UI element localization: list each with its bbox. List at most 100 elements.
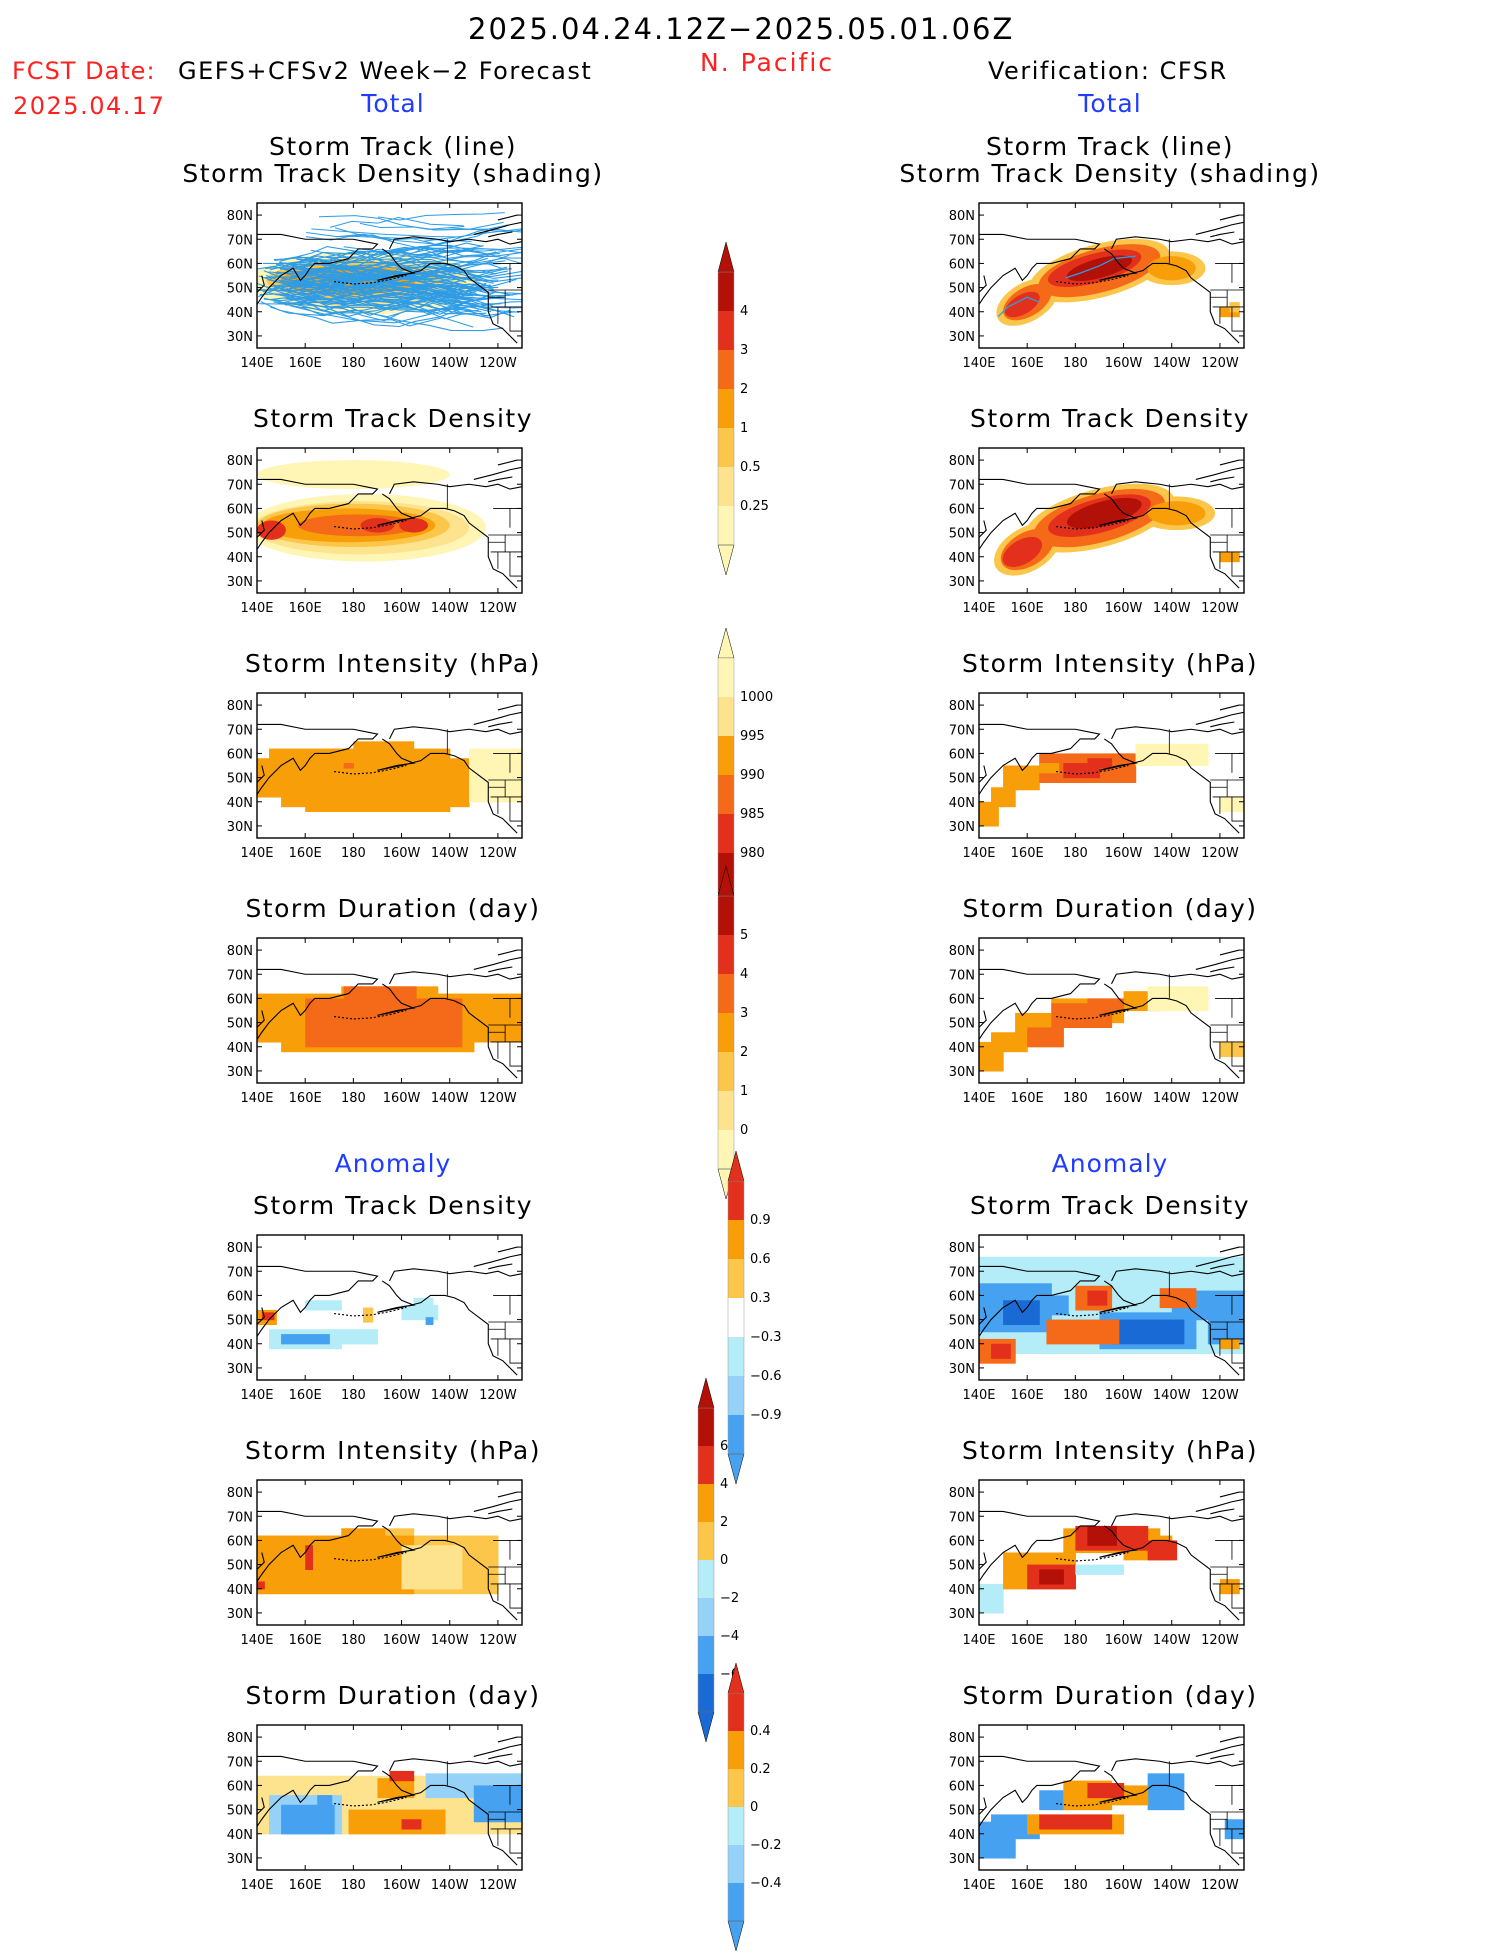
x-tick-label: 140E (962, 1878, 995, 1893)
y-tick-label: 50N (949, 1804, 975, 1819)
colorbar-label: 0 (720, 1553, 728, 1568)
colorbar-label: 1 (740, 1084, 748, 1099)
y-tick-label: 60N (227, 1779, 253, 1794)
y-tick-label: 40N (227, 1041, 253, 1056)
y-tick-label: 30N (949, 820, 975, 835)
y-tick-label: 40N (227, 1338, 253, 1353)
x-tick-label: 180 (1063, 1388, 1088, 1403)
map-vf-density: 80N 70N 60N 50N 40N 30N 140E 160E 180 160W 140W 120… (939, 442, 1254, 621)
colorbar-swatch (728, 1181, 744, 1220)
x-tick-label: 160E (289, 1388, 322, 1403)
panel-title-vf-track-line: Storm Track (line) (985, 132, 1235, 161)
panel-title-fc-track-shading: Storm Track Density (shading) (182, 159, 604, 188)
panel-title-vf-track-shading: Storm Track Density (shading) (899, 159, 1321, 188)
x-tick-label: 160W (1105, 1388, 1143, 1403)
map-vf-anom-intensity: 80N 70N 60N 50N 40N 30N 140E 160E 180 160W 140W 120… (939, 1474, 1254, 1653)
y-tick-label: 60N (949, 747, 975, 762)
x-tick-label: 120W (479, 356, 517, 371)
y-tick-label: 40N (227, 796, 253, 811)
colorbar-swatch (718, 736, 734, 775)
panel-title-fc-anom-density: Storm Track Density (252, 1191, 533, 1220)
track-line (258, 257, 488, 287)
x-tick-label: 140E (240, 356, 273, 371)
x-tick-label: 160E (1011, 1388, 1044, 1403)
colorbar-swatch (728, 1883, 744, 1921)
x-tick-label: 120W (1201, 846, 1239, 861)
colorbar-swatch (728, 1415, 744, 1454)
x-tick-label: 160E (289, 356, 322, 371)
colorbar-swatch (718, 311, 734, 350)
track-line (292, 263, 512, 285)
panel-title-vf-anom-duration: Storm Duration (day) (962, 1681, 1258, 1710)
colorbar-label: 990 (740, 768, 765, 783)
y-tick-label: 30N (949, 330, 975, 345)
colorbar-swatch (728, 1693, 744, 1731)
y-tick-label: 80N (227, 1486, 253, 1501)
y-tick-label: 30N (949, 1852, 975, 1867)
colorbar-swatch (698, 1408, 714, 1446)
x-tick-label: 160E (1011, 601, 1044, 616)
track-line (302, 267, 489, 285)
y-tick-label: 70N (949, 1755, 975, 1770)
x-tick-label: 160E (289, 846, 322, 861)
map-fc-anom-intensity: 80N 70N 60N 50N 40N 30N 140E 160E 180 160W 140W 120… (217, 1474, 532, 1653)
x-tick-label: 120W (479, 1878, 517, 1893)
x-tick-label: 140E (962, 356, 995, 371)
x-tick-label: 180 (1063, 846, 1088, 861)
y-tick-label: 50N (227, 527, 253, 542)
colorbar-swatch (718, 896, 734, 935)
x-tick-label: 140W (431, 356, 469, 371)
x-tick-label: 180 (1063, 356, 1088, 371)
colorbar-density-anomaly: 0.9 0.6 0.3 −0.3 −0.6 −0.9 (718, 1150, 798, 1488)
x-tick-label: 160W (1105, 1878, 1143, 1893)
colorbar-swatch (718, 1091, 734, 1130)
y-tick-label: 30N (227, 1852, 253, 1867)
y-tick-label: 40N (949, 1828, 975, 1843)
colorbar-label: 2 (740, 382, 748, 397)
panel-title-fc-anom-duration: Storm Duration (day) (245, 1681, 541, 1710)
track-line (265, 268, 453, 284)
colorbar-swatch (698, 1560, 714, 1598)
x-tick-label: 160W (383, 601, 421, 616)
colorbar-swatch (718, 1052, 734, 1091)
x-tick-label: 160E (289, 1091, 322, 1106)
x-tick-label: 160W (383, 1091, 421, 1106)
colorbar-label: −0.4 (750, 1876, 782, 1891)
y-tick-label: 30N (949, 1065, 975, 1080)
x-tick-label: 160W (383, 1878, 421, 1893)
track-line (327, 256, 449, 270)
x-tick-label: 180 (341, 1633, 366, 1648)
x-tick-label: 140W (431, 846, 469, 861)
colorbar-label: 2 (720, 1515, 728, 1530)
colorbar-swatch (718, 775, 734, 814)
x-tick-label: 160E (1011, 1633, 1044, 1648)
colorbar-label: 3 (740, 343, 748, 358)
x-tick-label: 180 (341, 356, 366, 371)
colorbar-label: −4 (720, 1629, 739, 1644)
colorbar-swatch (718, 506, 734, 545)
y-tick-label: 80N (949, 944, 975, 959)
colorbar-swatch (728, 1845, 744, 1883)
x-tick-label: 120W (1201, 356, 1239, 371)
y-tick-label: 40N (227, 306, 253, 321)
x-tick-label: 140E (240, 1633, 273, 1648)
y-tick-label: 60N (227, 502, 253, 517)
map-vf-intensity: 80N 70N 60N 50N 40N 30N 140E 160E 180 160W 140W 120… (939, 687, 1254, 866)
colorbar-swatch (718, 467, 734, 506)
y-tick-label: 80N (949, 1731, 975, 1746)
colorbar-label: −0.6 (750, 1369, 782, 1384)
x-tick-label: 140W (431, 601, 469, 616)
y-tick-label: 70N (227, 233, 253, 248)
y-tick-label: 70N (227, 478, 253, 493)
colorbar-label: 1 (740, 421, 748, 436)
x-tick-label: 140E (962, 846, 995, 861)
panel-title-fc-density: Storm Track Density (252, 404, 533, 433)
map-vf-duration: 80N 70N 60N 50N 40N 30N 140E 160E 180 160W 140W 120… (939, 932, 1254, 1111)
x-tick-label: 160W (1105, 846, 1143, 861)
y-tick-label: 40N (227, 1828, 253, 1843)
panel-title-vf-anom-density: Storm Track Density (969, 1191, 1250, 1220)
colorbar-label: −0.2 (750, 1838, 782, 1853)
x-tick-label: 120W (1201, 1633, 1239, 1648)
y-tick-label: 70N (227, 1755, 253, 1770)
x-tick-label: 160W (383, 1633, 421, 1648)
